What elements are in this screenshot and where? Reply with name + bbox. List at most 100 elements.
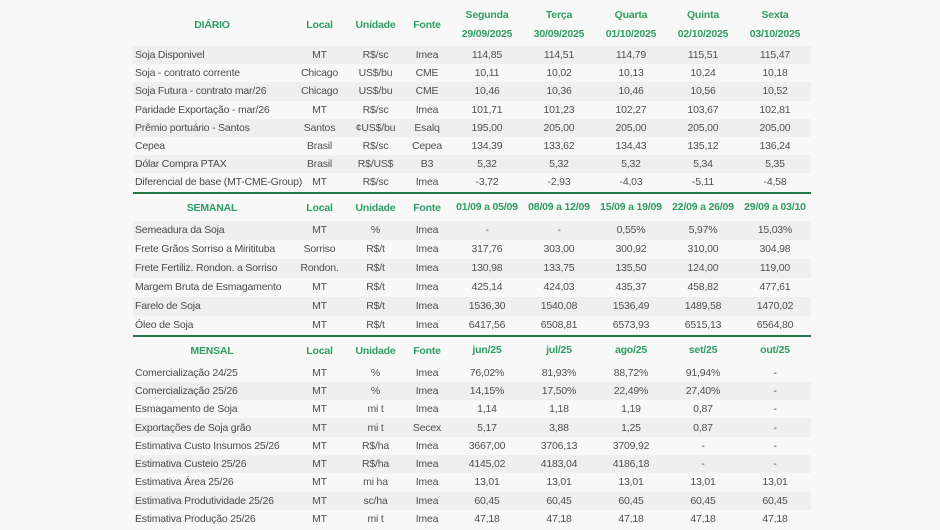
- cell-value: 205,00: [759, 121, 791, 134]
- cell-value: 13,01: [546, 476, 572, 489]
- cell-unidade: R$/US$: [357, 158, 394, 171]
- cell-value: 1,25: [621, 421, 641, 434]
- row-label: Estimativa Produção 25/26: [135, 513, 256, 526]
- row-label: Frete Fertiliz. Rondon. a Sorriso: [135, 262, 278, 274]
- cell-local: MT: [312, 176, 327, 189]
- col-header-line: jun/25: [472, 344, 502, 356]
- col-header-week: 01/09 a 05/09: [451, 195, 523, 221]
- cell-value: 317,76: [471, 243, 503, 255]
- col-header-date: Terça 30/09/2025: [523, 4, 595, 46]
- cell-unidade: R$/sc: [362, 176, 389, 189]
- cell-fonte: Imea: [415, 476, 439, 489]
- cell-fonte: Imea: [415, 224, 439, 236]
- col-header-week: 08/09 a 12/09: [523, 195, 595, 221]
- col-header-line: 30/09/2025: [533, 28, 585, 40]
- col-header-line: 02/10/2025: [677, 28, 729, 40]
- cell-value: 13,01: [618, 476, 644, 489]
- cell-value: 17,50%: [541, 384, 577, 397]
- cell-value: 114,51: [543, 49, 575, 62]
- header-row: DIÁRIO Local Unidade Fonte Segunda 29/09/…: [133, 4, 811, 46]
- cell-value: 10,46: [618, 85, 644, 98]
- table-diario-body: Soja Disponivel MT R$/sc Imea 114,85 114,51 11…: [133, 46, 811, 193]
- cell-value: 14,15%: [469, 384, 505, 397]
- cell-value: -: [773, 421, 777, 434]
- col-header-week: 15/09 a 19/09: [595, 195, 667, 221]
- header-row: MENSAL Local Unidade Fonte jun/25 jul/25…: [133, 338, 811, 364]
- header-row: SEMANAL Local Unidade Fonte 01/09 a 05/0…: [133, 195, 811, 221]
- table-row: Estimativa Produtividade 25/26 MT sc/ha Ime…: [133, 491, 811, 510]
- cell-local: MT: [312, 49, 327, 62]
- row-label: Comercialização 25/26: [135, 384, 238, 397]
- cell-value: 4183,04: [540, 458, 578, 471]
- cell-value: 4186,18: [612, 458, 650, 471]
- cell-value: -: [557, 224, 561, 236]
- cell-fonte: Imea: [415, 262, 439, 274]
- col-header-line: 01/09 a 05/09: [456, 201, 518, 213]
- table-row: Comercialização 24/25 MT% Imea 76,02% 81,93%…: [133, 364, 811, 382]
- cell-unidade: sc/ha: [363, 494, 388, 507]
- cell-value: 458,82: [687, 281, 719, 293]
- col-header-line: jul/25: [546, 344, 572, 356]
- cell-fonte: Imea: [415, 439, 439, 452]
- cell-value: 5,32: [477, 158, 497, 171]
- col-header-fonte: Fonte: [413, 201, 441, 214]
- col-header-line: out/25: [760, 344, 790, 356]
- col-header-line: ago/25: [614, 344, 648, 356]
- cell-value: 133,62: [543, 140, 575, 153]
- cell-value: 91,94%: [685, 366, 721, 379]
- cell-local: MT: [312, 513, 327, 526]
- table-mensal-header: MENSAL Local Unidade Fonte jun/25 jul/25…: [133, 338, 811, 364]
- cell-value: -: [773, 439, 777, 452]
- cell-value: -: [773, 403, 777, 416]
- cell-unidade: %: [370, 366, 381, 379]
- cell-value: 10,46: [474, 85, 500, 98]
- cell-value: 124,00: [687, 262, 719, 274]
- cell-local: MT: [312, 384, 327, 397]
- table-row: Estimativa Custo Insumos 25/26 MT R$/ha Ime…: [133, 437, 811, 455]
- cell-local: Rondon.: [300, 262, 339, 274]
- cell-value: 477,61: [759, 281, 791, 293]
- cell-value: 6508,81: [540, 319, 578, 331]
- cell-value: 435,37: [615, 281, 647, 293]
- table-row: Frete Grãos Sorriso a Miritituba Sorriso R…: [133, 240, 811, 259]
- cell-fonte: CME: [415, 67, 439, 80]
- row-label: Óleo de Soja: [135, 319, 194, 331]
- cell-local: Chicago: [300, 67, 339, 80]
- cell-value: 310,00: [687, 243, 719, 255]
- cell-unidade: US$/bu: [358, 85, 393, 98]
- cell-value: 0,87: [693, 403, 713, 416]
- cell-unidade: ¢US$/bu: [355, 121, 396, 134]
- cell-unidade: R$/t: [366, 300, 385, 312]
- cell-value: 60,45: [690, 494, 716, 507]
- cell-value: 1489,58: [684, 300, 722, 312]
- row-label: Soja Disponivel: [135, 49, 205, 62]
- cell-fonte: B3: [420, 158, 434, 171]
- col-header-line: 29/09/2025: [461, 28, 513, 40]
- cell-fonte: Imea: [415, 384, 439, 397]
- table-mensal-body: Comercialização 24/25 MT% Imea 76,02% 81,93%…: [133, 364, 811, 529]
- table-row: Óleo de Soja MT R$/t Imea 6417,56 6508,81 6573…: [133, 316, 811, 336]
- col-header-month: jun/25: [451, 338, 523, 364]
- row-label: Dólar Compra PTAX: [135, 158, 227, 171]
- section-title-semanal: SEMANAL: [186, 201, 238, 214]
- cell-fonte: Imea: [415, 494, 439, 507]
- cell-value: 205,00: [687, 121, 719, 134]
- table-row: Soja - contrato corrente Chicago US$/bu CME…: [133, 64, 811, 82]
- col-header-line: 22/09 a 26/09: [672, 201, 734, 213]
- cell-unidade: US$/bu: [358, 67, 393, 80]
- col-header-unidade: Unidade: [355, 201, 396, 214]
- table-row: Farelo de Soja MT R$/t Imea 1536,30 1540,08 15…: [133, 296, 811, 316]
- col-header-month: ago/25: [595, 338, 667, 364]
- table-row: Diferencial de base (MT-CME-Group) MT R$/s…: [133, 173, 811, 192]
- row-label: Estimativa Área 25/26: [135, 476, 234, 489]
- cell-unidade: R$/ha: [361, 458, 390, 471]
- cell-value: -: [773, 384, 777, 397]
- table-row: Semeadura da Soja MT% Imea - - 0,55% 5,97% 15,0…: [133, 220, 811, 240]
- table-diario: DIÁRIO Local Unidade Fonte Segunda 29/09/…: [133, 4, 811, 194]
- row-label: Soja - contrato corrente: [135, 67, 240, 80]
- row-label: Comercialização 24/25: [135, 366, 238, 379]
- cell-local: MT: [312, 319, 327, 331]
- table-row: Estimativa Produção 25/26 MT mi t Imea 47,18…: [133, 510, 811, 528]
- cell-value: 5,32: [549, 158, 569, 171]
- col-header-date: Quarta 01/10/2025: [595, 4, 667, 46]
